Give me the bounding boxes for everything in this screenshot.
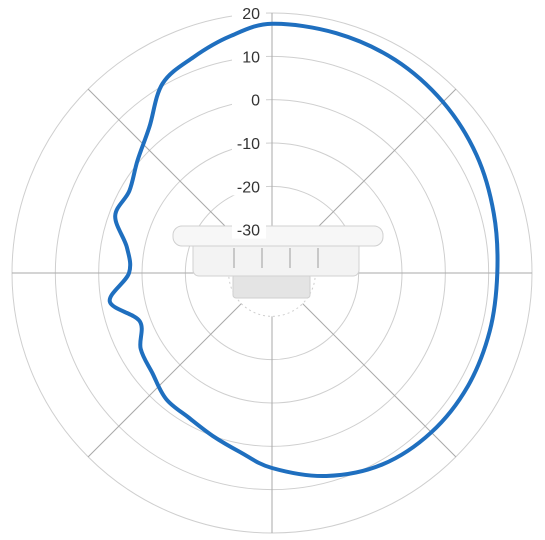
spoke-line xyxy=(87,88,242,243)
spoke-line xyxy=(302,88,457,243)
tick-label-background xyxy=(232,90,266,109)
radiation-pattern-line xyxy=(107,21,500,479)
tick-labels: 20 10 0 -10 -20 -30 xyxy=(232,4,266,240)
tick-label-background xyxy=(232,4,266,22)
device-vents xyxy=(233,248,319,268)
radial-tick-label: -10 xyxy=(237,136,260,153)
radial-tick-label: 0 xyxy=(251,93,260,110)
tick-label-background xyxy=(232,134,266,152)
radial-tick-label: 10 xyxy=(242,49,260,66)
radial-tick-label: -20 xyxy=(237,179,260,196)
tick-label-background xyxy=(232,177,266,196)
radial-tick-label: -30 xyxy=(237,223,260,240)
tick-label-background xyxy=(232,47,266,66)
device-mount-bracket xyxy=(232,273,311,299)
radial-tick-label: 20 xyxy=(242,6,260,23)
spoke-line xyxy=(302,303,457,458)
series-layer xyxy=(107,21,500,479)
tick-label-background xyxy=(232,220,266,239)
spoke-line xyxy=(87,303,242,458)
device-lid xyxy=(172,225,384,247)
access-point-device xyxy=(172,225,384,299)
